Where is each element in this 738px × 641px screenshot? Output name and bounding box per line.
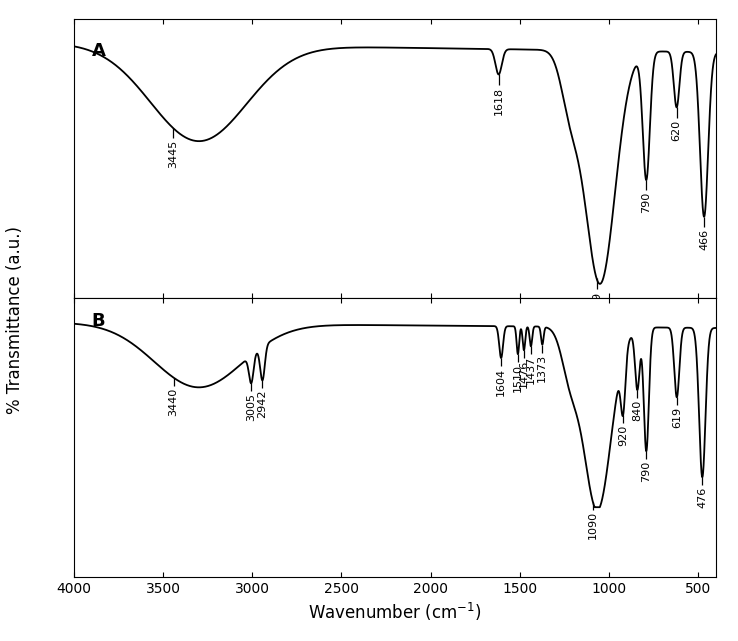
Text: 1373: 1373 <box>537 354 548 382</box>
Text: 466: 466 <box>699 229 709 250</box>
Text: 840: 840 <box>632 399 642 421</box>
Text: 1618: 1618 <box>494 87 503 115</box>
Text: A: A <box>92 42 106 60</box>
Text: 3005: 3005 <box>246 393 256 420</box>
Text: 1604: 1604 <box>496 367 506 395</box>
Text: 1476: 1476 <box>519 360 529 388</box>
Text: 1437: 1437 <box>526 356 536 384</box>
Text: 1090: 1090 <box>587 512 598 539</box>
Text: 3440: 3440 <box>169 387 179 415</box>
Text: 790: 790 <box>641 192 652 213</box>
Text: 1069: 1069 <box>592 290 601 319</box>
Text: 476: 476 <box>697 487 707 508</box>
Text: 1510: 1510 <box>513 363 523 392</box>
Text: 920: 920 <box>618 424 628 446</box>
Text: 3445: 3445 <box>168 140 178 168</box>
Text: B: B <box>92 312 106 330</box>
Text: 620: 620 <box>672 120 682 140</box>
Text: 790: 790 <box>641 461 652 482</box>
Text: 619: 619 <box>672 407 682 428</box>
Text: % Transmittance (a.u.): % Transmittance (a.u.) <box>6 226 24 415</box>
X-axis label: Wavenumber (cm$^{-1}$): Wavenumber (cm$^{-1}$) <box>308 601 482 624</box>
Text: 2942: 2942 <box>258 390 267 419</box>
